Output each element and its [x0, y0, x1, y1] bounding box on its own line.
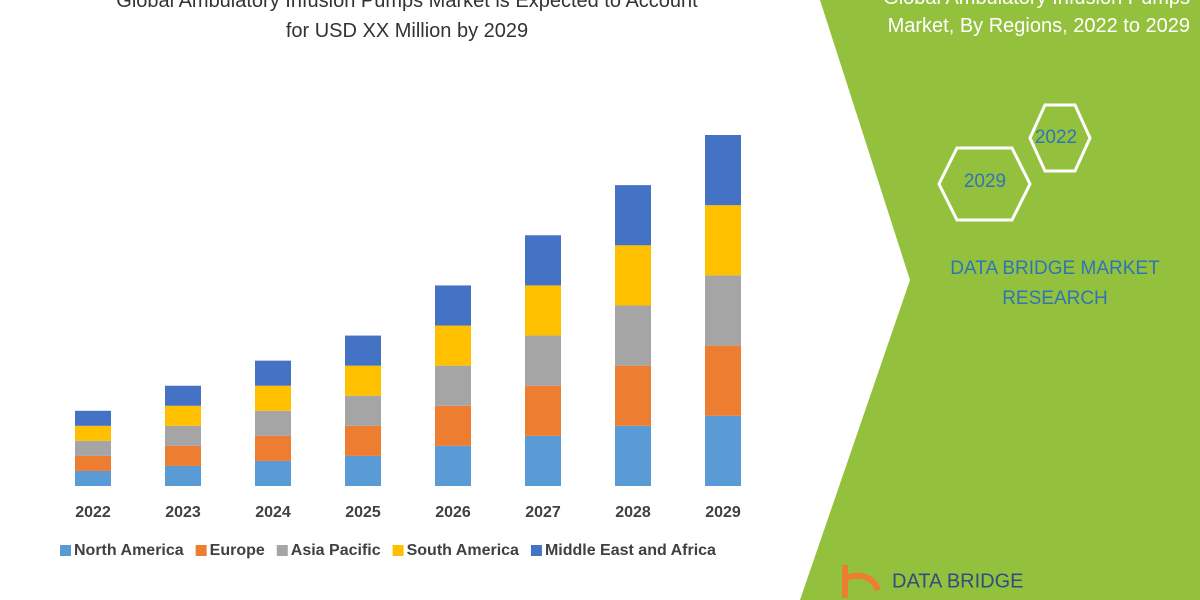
bar-segment [525, 385, 561, 436]
bar-segment [705, 205, 741, 276]
bar-segment [345, 455, 381, 486]
bar-segment [615, 425, 651, 486]
bar-segment [615, 305, 651, 366]
x-tick-label: 2026 [435, 504, 471, 521]
bar-segment [165, 425, 201, 446]
x-tick-label: 2024 [255, 504, 291, 521]
x-tick-label: 2022 [75, 504, 111, 521]
bar-segment [255, 435, 291, 461]
x-tick-label: 2029 [705, 504, 741, 521]
x-tick-label: 2025 [345, 504, 381, 521]
hexagon [1028, 103, 1092, 173]
bar-segment [165, 465, 201, 486]
bar-segment [255, 460, 291, 486]
logo-text: DATA BRIDGE [892, 570, 1024, 592]
legend-label: South America [407, 542, 519, 559]
x-tick-label: 2023 [165, 504, 201, 521]
chart-title: Global Ambulatory Infusion Pumps Market … [116, 0, 698, 42]
bar-segment [75, 425, 111, 441]
bar-segment [345, 335, 381, 366]
logo-icon [842, 565, 881, 598]
legend-swatch [195, 545, 207, 556]
legend-label: North America [74, 542, 184, 559]
bar-segment [705, 345, 741, 416]
bar-segment [435, 365, 471, 406]
hexagon [937, 146, 1032, 222]
bar-segment [615, 365, 651, 426]
legend-label: Asia Pacific [291, 542, 381, 559]
panel-title: Global Ambulatory Infusion Pumps Market,… [883, 0, 1190, 37]
legend-swatch [530, 545, 542, 556]
bar-segment [255, 360, 291, 386]
side-panel [800, 0, 1200, 600]
bar-segment [165, 385, 201, 406]
bar-segment [705, 415, 741, 486]
bar-segment [435, 445, 471, 486]
x-tick-label: 2028 [615, 504, 651, 521]
bar-segment [165, 405, 201, 426]
company-name: DATA BRIDGE MARKET RESEARCH [950, 258, 1160, 309]
bar-segment [255, 385, 291, 411]
bar-segment [345, 425, 381, 456]
bar-segment [75, 455, 111, 471]
bar-segment [705, 275, 741, 346]
bar-segment [75, 440, 111, 456]
bar-segment [435, 405, 471, 446]
legend-label: Middle East and Africa [545, 542, 716, 559]
bar-segment [345, 395, 381, 426]
bar-segment [435, 325, 471, 366]
bar-segment [435, 285, 471, 326]
bar-segment [525, 435, 561, 486]
hexagon-label: 2022 [1035, 127, 1077, 148]
bar-segment [525, 285, 561, 336]
bar-segment [345, 365, 381, 396]
bar-segment [705, 135, 741, 206]
bar-segment [75, 410, 111, 426]
bar-segment [75, 470, 111, 486]
bar-segment [615, 245, 651, 306]
bar-segment [525, 335, 561, 386]
x-tick-label: 2027 [525, 504, 561, 521]
legend-swatch [60, 545, 71, 556]
bar-segment [255, 410, 291, 436]
hexagon-label: 2029 [964, 171, 1006, 192]
bar-segment [165, 445, 201, 466]
legend-swatch [392, 545, 404, 556]
legend-label: Europe [210, 542, 265, 559]
legend-swatch [276, 545, 288, 556]
bar-segment [615, 185, 651, 246]
bar-segment [525, 235, 561, 286]
